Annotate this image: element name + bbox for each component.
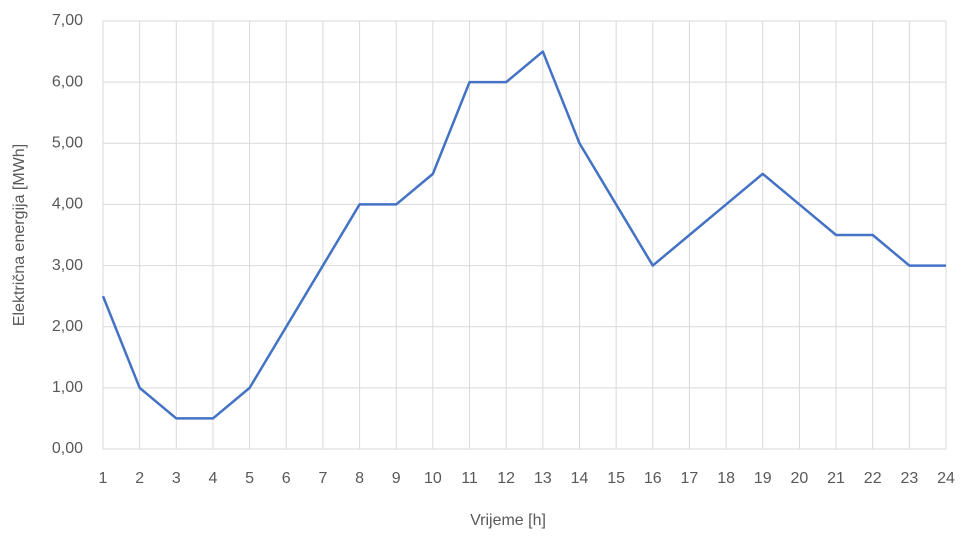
x-axis-label: Vrijeme [h]: [470, 512, 546, 529]
y-tick-label: 2,00: [52, 318, 83, 335]
x-tick-label: 23: [900, 470, 918, 487]
x-tick-label: 10: [424, 470, 442, 487]
x-tick-label: 16: [644, 470, 662, 487]
x-tick-label: 8: [355, 470, 364, 487]
x-tick-label: 2: [135, 470, 144, 487]
x-tick-label: 18: [717, 470, 735, 487]
x-tick-label: 13: [534, 470, 552, 487]
y-tick-label: 5,00: [52, 135, 83, 152]
x-tick-label: 11: [461, 470, 478, 487]
y-tick-label: 6,00: [52, 73, 83, 90]
y-axis-label: Električna energija [MWh]: [11, 144, 28, 326]
x-tick-label: 5: [245, 470, 254, 487]
y-tick-label: 7,00: [52, 12, 83, 29]
y-tick-label: 1,00: [52, 379, 83, 396]
x-tick-label: 19: [754, 470, 772, 487]
line-series: [101, 50, 946, 420]
y-tick-label: 0,00: [52, 440, 83, 457]
x-tick-label: 24: [937, 470, 955, 487]
x-tick-label: 17: [681, 470, 699, 487]
x-tick-label: 1: [99, 470, 108, 487]
x-tick-label: 14: [571, 470, 589, 487]
x-tick-label: 15: [607, 470, 625, 487]
x-tick-label: 3: [172, 470, 181, 487]
x-tick-label: 20: [790, 470, 808, 487]
y-tick-label: 4,00: [52, 196, 83, 213]
x-tick-label: 12: [497, 470, 515, 487]
x-tick-label: 7: [318, 470, 327, 487]
x-tick-label: 22: [864, 470, 882, 487]
x-tick-label: 4: [209, 470, 218, 487]
x-tick-label: 21: [827, 470, 845, 487]
y-tick-label: 3,00: [52, 257, 83, 274]
x-tick-label: 6: [282, 470, 291, 487]
x-tick-label: 9: [392, 470, 401, 487]
